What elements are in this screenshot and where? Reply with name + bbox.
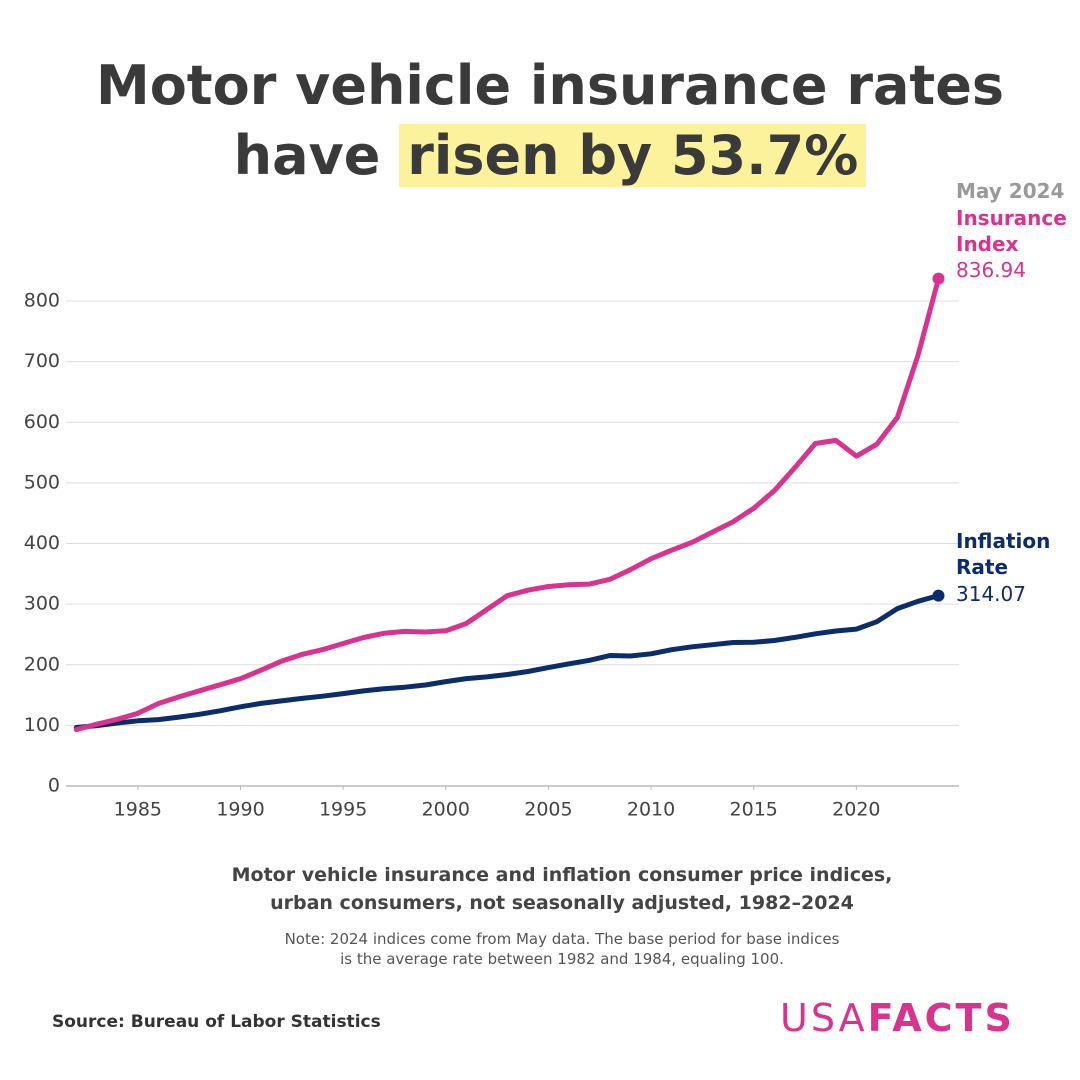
x-tick-label: 2015 xyxy=(730,799,778,821)
y-tick-label: 800 xyxy=(24,290,60,312)
title-line2: have risen by 53.7% xyxy=(0,122,1080,190)
logo-right: FACTS xyxy=(867,996,1015,1040)
y-tick-label: 600 xyxy=(24,411,60,433)
x-tick-label: 1995 xyxy=(319,799,367,821)
logo-left: USA xyxy=(780,996,868,1040)
series-label: Inflation Rate xyxy=(956,529,1051,579)
y-tick-label: 300 xyxy=(24,593,60,615)
series-line xyxy=(73,593,941,730)
x-tick-label: 1990 xyxy=(216,799,264,821)
y-tick-label: 100 xyxy=(24,714,60,736)
x-tick-label: 2005 xyxy=(524,799,572,821)
x-tick-label: 2010 xyxy=(627,799,675,821)
y-tick-label: 500 xyxy=(24,471,60,493)
series-label: Insurance Index xyxy=(956,206,1067,256)
title-prefix: have xyxy=(233,124,381,187)
source: Source: Bureau of Labor Statistics xyxy=(52,1012,381,1032)
end-dot xyxy=(932,272,945,285)
title-line1: Motor vehicle insurance rates xyxy=(95,54,1005,117)
series-line xyxy=(73,276,941,733)
note: Note: 2024 indices come from May data. T… xyxy=(284,930,840,948)
end-value: 836.94 xyxy=(956,258,1026,282)
x-tick-label: 2020 xyxy=(832,799,880,821)
subtitle: urban consumers, not seasonally adjusted… xyxy=(270,892,854,914)
y-tick-label: 400 xyxy=(24,532,60,554)
logo: USAFACTS xyxy=(780,996,1015,1040)
y-tick-label: 200 xyxy=(24,653,60,675)
x-tick-label: 1985 xyxy=(114,799,162,821)
y-tick-label: 700 xyxy=(24,350,60,372)
y-tick-label: 0 xyxy=(48,775,60,797)
subtitle: Motor vehicle insurance and inflation co… xyxy=(231,864,893,886)
x-tick-label: 2000 xyxy=(422,799,470,821)
title-highlight: risen by 53.7% xyxy=(399,124,867,187)
end-value: 314.07 xyxy=(956,582,1026,606)
annotation: May 2024 xyxy=(956,179,1065,203)
note: is the average rate between 1982 and 198… xyxy=(340,950,784,968)
end-dot xyxy=(932,589,945,602)
